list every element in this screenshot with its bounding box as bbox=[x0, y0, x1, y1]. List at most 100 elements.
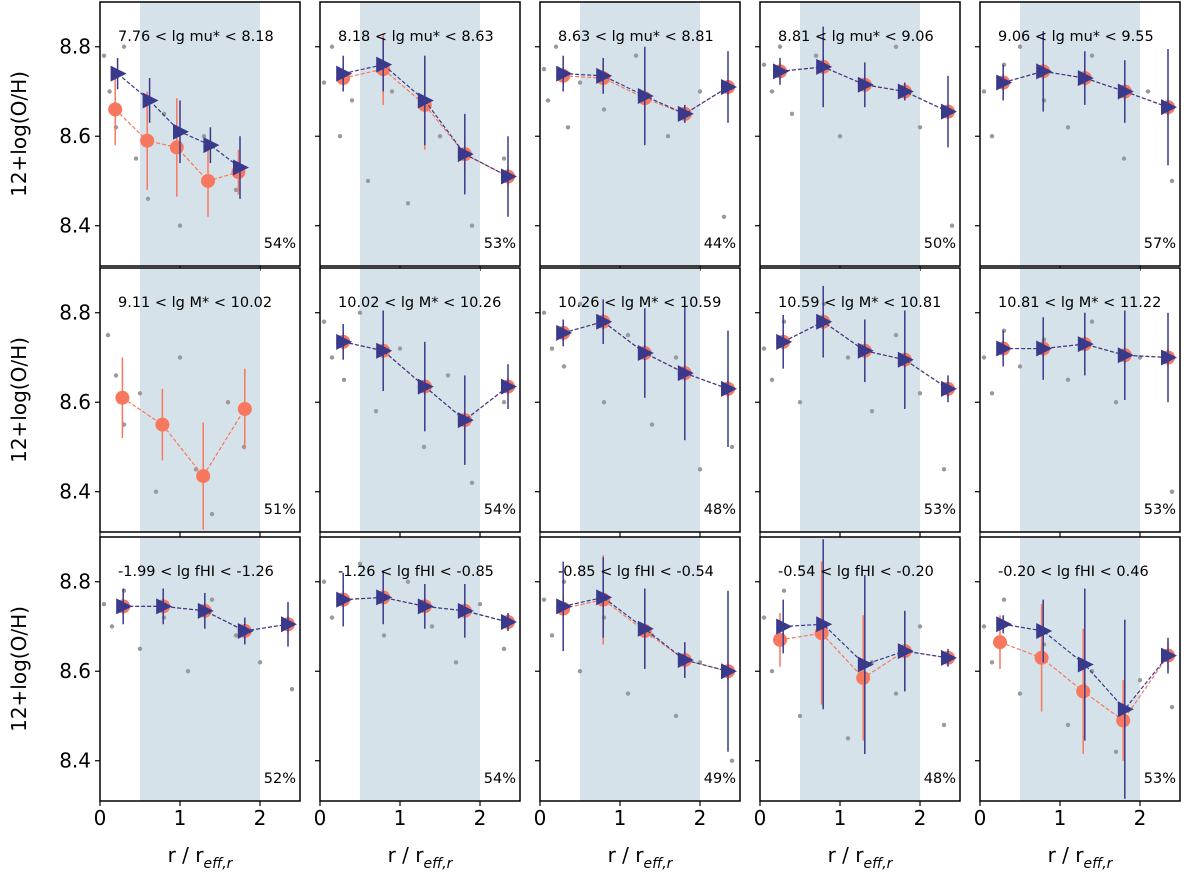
panel-frame bbox=[539, 267, 741, 533]
scatter-point bbox=[625, 332, 631, 338]
triangle-marker bbox=[816, 616, 833, 633]
triangle-marker bbox=[1117, 83, 1134, 100]
panel-frame bbox=[759, 267, 961, 533]
fraction-label: 57% bbox=[1144, 236, 1176, 252]
scatter-point bbox=[981, 624, 987, 629]
triangle-marker bbox=[417, 92, 434, 109]
scatter-point bbox=[697, 89, 703, 94]
scatter-point bbox=[233, 187, 239, 193]
panel bbox=[761, 2, 957, 266]
y-tick-label: 8.8 bbox=[59, 301, 91, 325]
scatter-point bbox=[177, 355, 183, 360]
panel bbox=[981, 268, 1177, 532]
triangle-marker bbox=[721, 79, 737, 96]
scatter-point bbox=[561, 364, 567, 369]
scatter-point bbox=[133, 156, 139, 161]
scatter-point bbox=[601, 107, 607, 112]
triangle-marker bbox=[237, 622, 254, 639]
scatter-point bbox=[845, 355, 851, 360]
scatter-point bbox=[337, 134, 343, 139]
scatter-point bbox=[329, 44, 335, 49]
shade-band bbox=[800, 2, 920, 266]
panel-annotation: 8.18 < lg mu* < 8.63 bbox=[338, 29, 494, 45]
x-tick-label: 0 bbox=[974, 806, 987, 830]
triangle-marker bbox=[417, 598, 434, 615]
triangle-marker bbox=[776, 333, 793, 350]
shade-band bbox=[1020, 2, 1140, 266]
scatter-point bbox=[577, 80, 583, 85]
circle-marker bbox=[196, 469, 211, 484]
triangle-marker bbox=[457, 602, 474, 619]
fraction-label: 52% bbox=[264, 771, 296, 787]
shade-band bbox=[800, 268, 920, 532]
x-tick-label: 1 bbox=[614, 806, 627, 830]
panel bbox=[981, 2, 1177, 266]
triangle-marker bbox=[197, 602, 214, 619]
scatter-point bbox=[1089, 53, 1095, 58]
triangle-marker bbox=[857, 342, 874, 359]
scatter-point bbox=[405, 579, 411, 584]
panel-annotation: 10.02 < lg M* < 10.26 bbox=[338, 295, 501, 311]
panel bbox=[321, 537, 517, 801]
shade-band bbox=[580, 537, 700, 801]
panel bbox=[541, 537, 737, 801]
scatter-point bbox=[113, 373, 119, 378]
circle-marker bbox=[169, 140, 184, 155]
triangle-marker bbox=[203, 137, 220, 154]
scatter-point bbox=[109, 624, 115, 629]
x-axis-label: r / reff,r bbox=[168, 843, 234, 872]
scatter-point bbox=[761, 615, 767, 620]
triangle-marker bbox=[336, 333, 353, 350]
scatter-point bbox=[329, 355, 335, 360]
panel-frame bbox=[759, 1, 961, 267]
scatter-point bbox=[789, 111, 795, 117]
scatter-point bbox=[357, 310, 363, 315]
panel-frame bbox=[319, 1, 521, 267]
scatter-point bbox=[209, 511, 215, 517]
y-tick-label: 8.6 bbox=[59, 390, 91, 414]
panel-annotation: -0.85 < lg fHI < -0.54 bbox=[558, 564, 714, 580]
scatter-point bbox=[777, 44, 783, 49]
scatter-point bbox=[289, 686, 295, 692]
scatter-point bbox=[233, 633, 239, 638]
scatter-point bbox=[121, 44, 127, 49]
fraction-label: 53% bbox=[1144, 502, 1176, 518]
scatter-point bbox=[761, 346, 767, 351]
triangle-marker bbox=[857, 76, 874, 93]
scatter-point bbox=[1089, 319, 1095, 324]
circle-marker bbox=[1034, 650, 1049, 665]
triangle-marker bbox=[233, 159, 249, 176]
panel-annotation: 10.59 < lg M* < 10.81 bbox=[778, 295, 941, 311]
shade-band bbox=[360, 537, 480, 801]
triangle-marker bbox=[336, 591, 353, 608]
panel bbox=[321, 268, 517, 532]
scatter-point bbox=[721, 214, 727, 219]
scatter-point bbox=[541, 597, 547, 602]
triangle-marker bbox=[776, 618, 793, 635]
scatter-point bbox=[101, 53, 107, 58]
scatter-point bbox=[549, 633, 555, 638]
scatter-point bbox=[1137, 677, 1143, 683]
scatter-point bbox=[107, 89, 112, 94]
scatter-point bbox=[769, 669, 775, 674]
scatter-point bbox=[565, 125, 571, 130]
circle-marker bbox=[1076, 684, 1091, 699]
triangle-marker bbox=[110, 65, 127, 82]
scatter-point bbox=[917, 125, 923, 130]
scatter-point bbox=[941, 722, 947, 728]
shade-band bbox=[580, 268, 700, 532]
panel-frame bbox=[319, 536, 521, 802]
triangle-marker bbox=[897, 643, 914, 660]
scatter-point bbox=[1017, 364, 1023, 369]
scatter-point bbox=[673, 355, 679, 360]
triangle-marker bbox=[556, 65, 573, 82]
x-tick-label: 0 bbox=[534, 806, 547, 830]
scatter-point bbox=[665, 134, 671, 139]
scatter-point bbox=[981, 355, 987, 360]
fraction-label: 54% bbox=[484, 771, 516, 787]
y-tick-label: 8.6 bbox=[59, 124, 91, 148]
triangle-marker bbox=[857, 656, 874, 673]
panel-annotation: -1.99 < lg fHI < -1.26 bbox=[118, 564, 274, 580]
triangle-marker bbox=[1077, 70, 1094, 87]
y-axis-label: 12+log(O/H) bbox=[7, 337, 31, 463]
